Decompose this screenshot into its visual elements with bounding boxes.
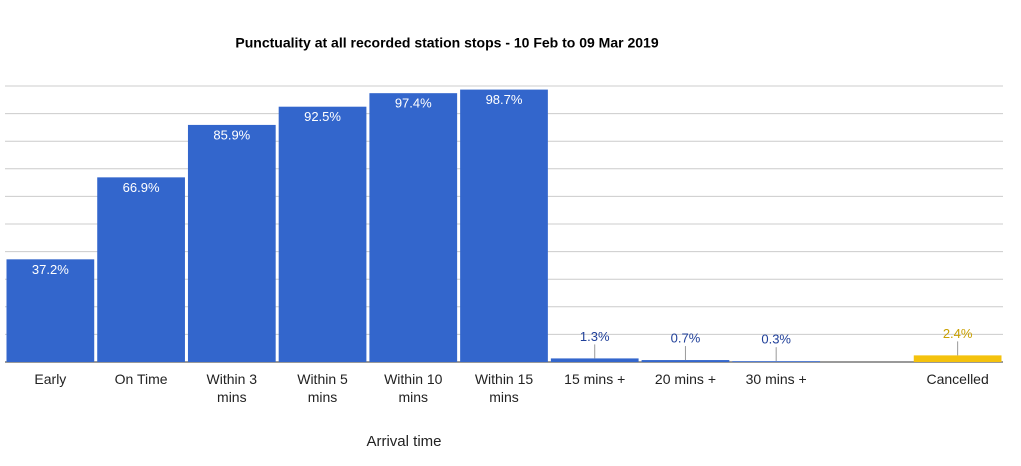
value-label: 92.5% bbox=[304, 109, 341, 124]
x-tick-label: On Time bbox=[114, 371, 168, 387]
bar bbox=[369, 93, 458, 363]
bar bbox=[913, 355, 1002, 362]
x-tick-label: Within 5 mins bbox=[297, 371, 348, 405]
bar bbox=[278, 106, 367, 362]
value-label: 97.4% bbox=[395, 96, 432, 111]
value-label: 1.3% bbox=[580, 329, 610, 344]
value-label: 0.7% bbox=[671, 331, 701, 346]
bar bbox=[732, 361, 821, 362]
x-tick-label: Within 3 mins bbox=[206, 371, 258, 405]
value-label: 0.3% bbox=[761, 332, 791, 347]
chart-title: Punctuality at all recorded station stop… bbox=[235, 35, 658, 51]
bar bbox=[6, 259, 95, 362]
value-label: 2.4% bbox=[943, 326, 973, 341]
x-tick-label: Early bbox=[34, 371, 67, 387]
bar bbox=[97, 177, 185, 362]
x-axis-label: Arrival time bbox=[366, 433, 441, 450]
x-tick-label: 20 mins + bbox=[654, 371, 716, 387]
value-label: 85.9% bbox=[213, 127, 250, 142]
bar bbox=[460, 89, 548, 362]
value-label: 98.7% bbox=[486, 92, 523, 107]
x-tick-label: 15 mins + bbox=[564, 371, 626, 387]
x-tick-label: 30 mins + bbox=[745, 371, 807, 387]
bar bbox=[641, 360, 730, 362]
value-label: 37.2% bbox=[32, 262, 69, 277]
value-label: 66.9% bbox=[123, 180, 160, 195]
x-tick-label: Within 15 mins bbox=[474, 371, 534, 405]
x-tick-label: Cancelled bbox=[926, 371, 989, 387]
bar bbox=[550, 358, 639, 362]
bar bbox=[187, 124, 276, 362]
x-tick-label: Within 10 mins bbox=[384, 371, 443, 405]
